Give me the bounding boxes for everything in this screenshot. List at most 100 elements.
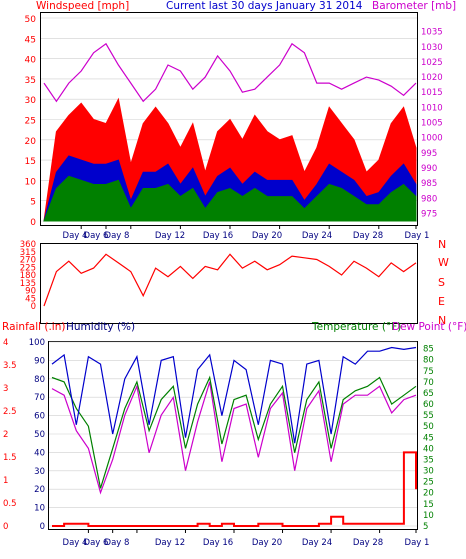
temperature-tick-65: 65 [423, 389, 434, 399]
direction-tick-45: 45 [25, 294, 36, 304]
wind-day-label-3: Day 12 [155, 231, 185, 241]
barometer-tick-985: 985 [421, 179, 437, 189]
wind-day-label-5: Day 20 [252, 231, 282, 241]
temperature-tick-80: 80 [423, 356, 434, 366]
rainfall-tick-6: 3 [3, 384, 8, 394]
windspeed-tick-40: 40 [25, 56, 37, 66]
rainfall-axis-label: Rainfall (.in) [2, 321, 65, 333]
wind-day-label-6: Day 24 [302, 231, 332, 241]
direction-tick-90: 90 [25, 287, 36, 297]
humidity-tick-60: 60 [34, 412, 45, 422]
wind-day-label-2: Day 8 [105, 231, 130, 241]
barometer-tick-990: 990 [421, 164, 437, 174]
windspeed-tick-15: 15 [25, 157, 36, 167]
rainfall-tick-5: 2.5 [3, 407, 17, 417]
dir-label-n1: N [438, 238, 446, 251]
temperature-tick-75: 75 [423, 367, 434, 377]
humidity-tick-90: 90 [34, 356, 45, 366]
humidity-line [51, 346, 417, 444]
climate-day-label-8: Day 1 [405, 538, 430, 548]
barometer-tick-1035: 1035 [421, 28, 443, 38]
wind-day-label-0: Day 4 [63, 231, 88, 241]
rainfall-line [52, 451, 417, 527]
humidity-tick-0: 0 [40, 522, 45, 532]
climate-day-label-2: Day 8 [105, 538, 130, 548]
rainfall-tick-2: 1 [3, 476, 8, 486]
barometer-tick-975: 975 [421, 209, 437, 219]
windspeed-axis-label: Windspeed [mph] [36, 0, 129, 12]
climate-day-label-0: Day 4 [63, 538, 88, 548]
direction-tick-135: 135 [20, 279, 36, 289]
temperature-tick-20: 20 [423, 489, 434, 499]
humidity-tick-50: 50 [34, 430, 45, 440]
climate-day-label-1: Day 6 [84, 538, 109, 548]
climate-day-label-7: Day 28 [353, 538, 383, 548]
dewpoint-axis-label: Dew Point (°F) [392, 321, 466, 333]
direction-tick-315: 315 [20, 248, 36, 258]
windspeed-tick-50: 50 [25, 15, 37, 25]
temperature-tick-25: 25 [423, 478, 434, 488]
wind-day-label-4: Day 16 [203, 231, 233, 241]
rainfall-tick-1: 0.5 [3, 499, 17, 509]
temperature-tick-45: 45 [423, 433, 434, 443]
temperature-tick-85: 85 [423, 345, 434, 355]
windspeed-tick-5: 5 [30, 198, 36, 208]
barometer-axis-label: Barometer [mb] [372, 0, 456, 12]
temperature-line [51, 375, 417, 489]
barometer-line [43, 42, 417, 103]
direction-tick-360: 360 [20, 240, 36, 250]
barometer-tick-1025: 1025 [421, 58, 443, 68]
rainfall-tick-3: 1.5 [3, 453, 17, 463]
barometer-tick-1030: 1030 [421, 43, 443, 53]
direction-tick-180: 180 [20, 271, 36, 281]
temperature-tick-40: 40 [423, 444, 434, 454]
humidity-tick-20: 20 [34, 485, 45, 495]
temperature-tick-50: 50 [423, 422, 434, 432]
temperature-tick-35: 35 [423, 455, 434, 465]
windspeed-tick-30: 30 [25, 96, 37, 106]
wind-speed-area [43, 175, 417, 222]
temperature-tick-10: 10 [423, 511, 434, 521]
wind-direction-line [43, 253, 417, 307]
direction-tick-270: 270 [20, 256, 36, 266]
dir-label-w: W [438, 256, 449, 269]
barometer-tick-980: 980 [421, 194, 437, 204]
humidity-axis-label: Humidity (%) [66, 321, 135, 333]
barometer-tick-1000: 1000 [421, 134, 443, 144]
humidity-tick-100: 100 [29, 338, 45, 348]
windspeed-tick-25: 25 [25, 117, 36, 127]
barometer-tick-1020: 1020 [421, 73, 443, 83]
windspeed-tick-35: 35 [25, 76, 36, 86]
dir-label-s: S [438, 276, 445, 289]
climate-day-label-4: Day 16 [203, 538, 233, 548]
windspeed-tick-0: 0 [30, 218, 36, 228]
wind-day-label-8: Day 1 [405, 231, 430, 241]
climate-day-label-5: Day 20 [252, 538, 282, 548]
rainfall-tick-0: 0 [3, 522, 8, 532]
temperature-axis-label: Temperature (°F) [311, 321, 401, 333]
direction-tick-225: 225 [20, 263, 36, 273]
dewpoint-line [51, 381, 417, 495]
rainfall-tick-7: 3.5 [3, 361, 17, 371]
wind-day-label-7: Day 28 [353, 231, 383, 241]
temperature-tick-55: 55 [423, 411, 434, 421]
temperature-tick-70: 70 [423, 378, 434, 388]
humidity-tick-70: 70 [34, 393, 45, 403]
barometer-tick-995: 995 [421, 149, 437, 159]
direction-tick-0: 0 [31, 302, 36, 312]
windspeed-tick-10: 10 [25, 177, 37, 187]
wind-day-label-1: Day 6 [84, 231, 109, 241]
dir-label-e: E [438, 295, 445, 308]
temperature-tick-60: 60 [423, 400, 434, 410]
temperature-tick-5: 5 [423, 522, 428, 532]
windspeed-tick-20: 20 [25, 137, 37, 147]
rainfall-tick-8: 4 [3, 338, 8, 348]
temperature-tick-30: 30 [423, 467, 434, 477]
chart-title: Current last 30 days January 31 2014 [166, 0, 363, 12]
temperature-tick-15: 15 [423, 500, 434, 510]
climate-panel-frame [48, 341, 418, 530]
rainfall-tick-4: 2 [3, 430, 8, 440]
barometer-tick-1015: 1015 [421, 88, 443, 98]
